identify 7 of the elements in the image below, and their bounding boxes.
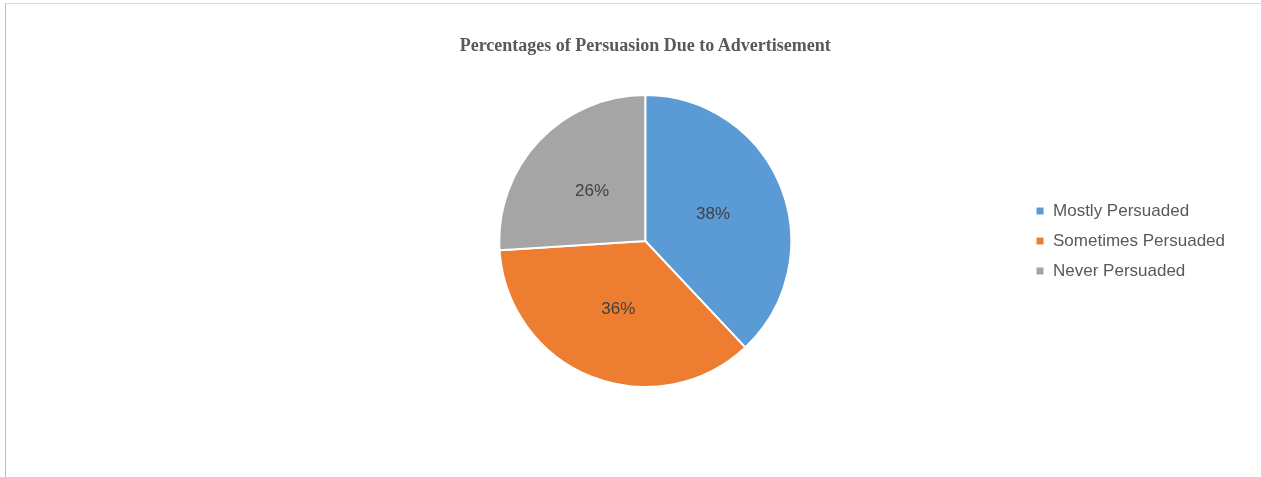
data-label: 26% <box>575 180 610 200</box>
legend-label: Mostly Persuaded <box>1053 200 1190 220</box>
legend-label: Sometimes Persuaded <box>1053 230 1226 250</box>
legend-label: Never Persuaded <box>1053 260 1186 280</box>
data-label: 36% <box>601 298 636 318</box>
chart-title: Percentages of Persuasion Due to Advertisement <box>459 34 831 55</box>
data-label: 38% <box>696 203 731 223</box>
